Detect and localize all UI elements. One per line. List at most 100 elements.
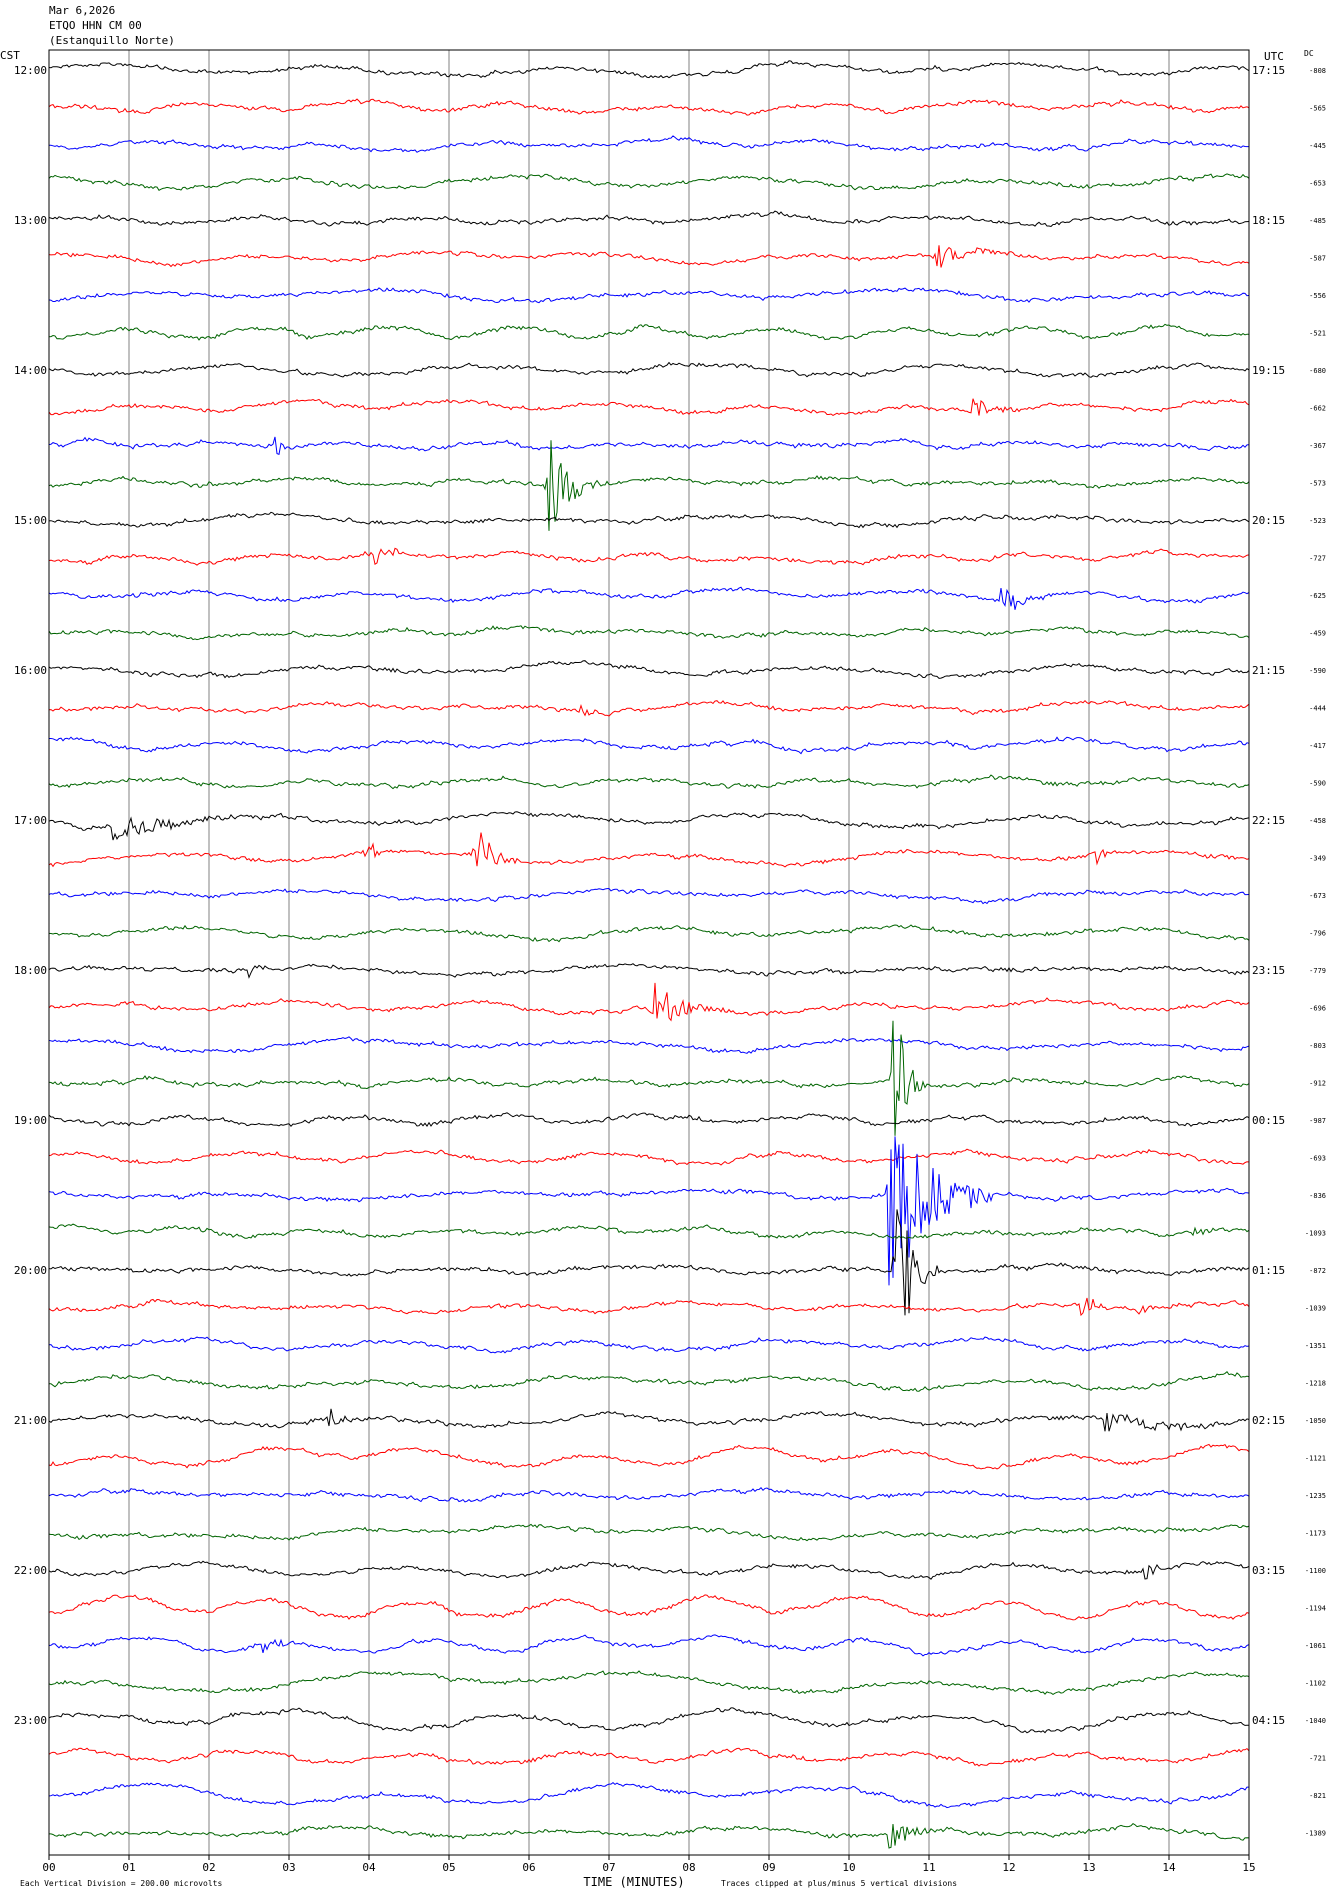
- dc-offset-value: -1039: [1305, 1305, 1326, 1313]
- x-tick-label: 11: [922, 1861, 935, 1874]
- trace-row: [48, 1781, 1249, 1809]
- trace-row: [48, 1634, 1250, 1657]
- right-hour-label: 19:15: [1252, 364, 1285, 377]
- trace-row: [49, 1822, 1250, 1849]
- trace-row: [48, 210, 1250, 228]
- dc-offset-value: -565: [1309, 105, 1326, 113]
- header-date: Mar 6,2026: [49, 4, 115, 17]
- trace-row: [48, 436, 1250, 455]
- x-tick-label: 08: [682, 1861, 695, 1874]
- dc-offset-value: -444: [1309, 705, 1326, 713]
- dc-offset-column: -808 -565 -445 -653 -485 -587 -556 -521 -680 -662…: [1305, 67, 1326, 1838]
- dc-offset-value: -417: [1309, 742, 1326, 750]
- dc-offset-value: -590: [1309, 667, 1326, 675]
- dc-offset-value: -1093: [1305, 1230, 1326, 1238]
- trace-row: [48, 1370, 1250, 1392]
- left-hour-label: 18:00: [14, 964, 47, 977]
- trace-row: [48, 1670, 1250, 1695]
- x-tick-label: 13: [1082, 1861, 1095, 1874]
- dc-offset-value: -779: [1309, 967, 1326, 975]
- minute-gridlines: [128, 50, 1170, 1855]
- trace-row: [48, 1707, 1249, 1734]
- dc-offset-value: -573: [1309, 480, 1326, 488]
- trace-row: [48, 1486, 1250, 1503]
- trace-row: [48, 547, 1250, 566]
- x-tick-label: 10: [842, 1861, 855, 1874]
- x-axis: 00 01 02 03 04 05 06 07 08 09 10 11 12 13 14 15: [42, 1855, 1256, 1874]
- x-tick-label: 00: [42, 1861, 55, 1874]
- trace-row: [48, 287, 1250, 304]
- right-time-axis: 17:15 18:15 19:15 20:15 21:15 22:15 23:15 00:15…: [1252, 64, 1285, 1727]
- dc-offset-value: -1218: [1305, 1380, 1326, 1388]
- trace-row: [48, 699, 1250, 717]
- right-hour-label: 22:15: [1252, 814, 1285, 827]
- trace-row: [48, 1112, 1250, 1128]
- trace-row: [48, 245, 1250, 268]
- dc-offset-value: -1389: [1305, 1830, 1326, 1838]
- trace-row: [49, 736, 1250, 755]
- x-tick-label: 07: [602, 1861, 615, 1874]
- trace-row: [48, 1443, 1250, 1470]
- x-tick-label: 09: [762, 1861, 775, 1874]
- left-hour-label: 12:00: [14, 64, 47, 77]
- right-timezone-label: UTC: [1264, 50, 1284, 63]
- header-station: ETQO HHN CM 00: [49, 19, 142, 32]
- trace-row: [48, 887, 1250, 905]
- trace-row: [48, 774, 1250, 790]
- right-hour-label: 02:15: [1252, 1414, 1285, 1427]
- trace-row: [48, 1408, 1250, 1432]
- x-tick-label: 02: [202, 1861, 215, 1874]
- dc-offset-value: -1173: [1305, 1530, 1326, 1538]
- clip-note: Traces clipped at plus/minus 5 vertical …: [721, 1879, 957, 1888]
- trace-row: [48, 586, 1250, 610]
- dc-offset-value: -987: [1309, 1117, 1326, 1125]
- dc-offset-value: -796: [1309, 930, 1326, 938]
- trace-row: [48, 1223, 1250, 1239]
- trace-row: [48, 1020, 1250, 1136]
- dc-offset-value: -912: [1309, 1080, 1326, 1088]
- trace-row: [48, 440, 1250, 531]
- dc-offset-value: -680: [1309, 367, 1326, 375]
- left-hour-label: 20:00: [14, 1264, 47, 1277]
- right-hour-label: 20:15: [1252, 514, 1285, 527]
- left-hour-label: 21:00: [14, 1414, 47, 1427]
- dc-offset-value: -693: [1309, 1155, 1326, 1163]
- trace-row: [48, 60, 1250, 79]
- trace-row: [48, 811, 1250, 841]
- trace-row: [48, 1036, 1250, 1054]
- dc-offset-value: -808: [1309, 67, 1326, 75]
- dc-offset-value: -1235: [1305, 1492, 1326, 1500]
- dc-offset-value: -523: [1309, 517, 1326, 525]
- dc-offset-value: -1102: [1305, 1680, 1326, 1688]
- dc-offset-value: -590: [1309, 780, 1326, 788]
- trace-row: [48, 323, 1250, 341]
- left-hour-label: 22:00: [14, 1564, 47, 1577]
- trace-row: [48, 398, 1250, 416]
- dc-offset-value: -662: [1309, 405, 1326, 413]
- dc-offset-value: -696: [1309, 1005, 1326, 1013]
- trace-row: [48, 511, 1250, 529]
- trace-row: [48, 1560, 1250, 1580]
- x-tick-label: 15: [1242, 1861, 1255, 1874]
- trace-row: [49, 135, 1249, 153]
- dc-offset-value: -459: [1309, 630, 1326, 638]
- dc-offset-value: -367: [1309, 442, 1326, 450]
- right-hour-label: 21:15: [1252, 664, 1285, 677]
- left-hour-label: 23:00: [14, 1714, 47, 1727]
- dc-offset-value: -673: [1309, 892, 1326, 900]
- left-hour-label: 16:00: [14, 664, 47, 677]
- dc-offset-value: -872: [1309, 1267, 1326, 1275]
- right-hour-label: 01:15: [1252, 1264, 1285, 1277]
- dc-offset-value: -625: [1309, 592, 1326, 600]
- left-hour-label: 14:00: [14, 364, 47, 377]
- trace-row: [48, 1594, 1250, 1621]
- trace-row: [48, 924, 1250, 943]
- dc-offset-value: -721: [1309, 1755, 1326, 1763]
- header-site: (Estanquillo Norte): [49, 34, 175, 47]
- trace-row: [48, 1747, 1250, 1767]
- trace-row: [48, 1523, 1250, 1542]
- dc-offset-value: -1100: [1305, 1567, 1326, 1575]
- dc-offset-value: -556: [1309, 292, 1326, 300]
- left-hour-label: 15:00: [14, 514, 47, 527]
